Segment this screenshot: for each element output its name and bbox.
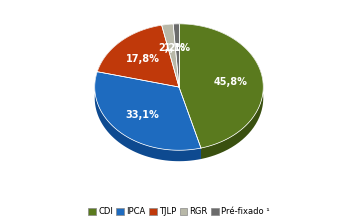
Polygon shape xyxy=(95,72,201,161)
Legend: CDI, IPCA, TJLP, RGR, Pré-fixado ¹: CDI, IPCA, TJLP, RGR, Pré-fixado ¹ xyxy=(85,204,273,220)
Text: 45,8%: 45,8% xyxy=(214,77,248,87)
Polygon shape xyxy=(179,24,263,148)
Text: 2,2%: 2,2% xyxy=(158,43,185,53)
Text: 33,1%: 33,1% xyxy=(126,110,159,120)
Polygon shape xyxy=(97,25,179,87)
Polygon shape xyxy=(162,24,173,36)
Polygon shape xyxy=(95,72,201,150)
Polygon shape xyxy=(179,24,263,159)
Text: 17,8%: 17,8% xyxy=(126,54,160,64)
Polygon shape xyxy=(173,24,179,35)
Polygon shape xyxy=(97,25,162,83)
Polygon shape xyxy=(173,24,179,87)
Text: 1,1%: 1,1% xyxy=(164,43,191,53)
Polygon shape xyxy=(162,24,179,87)
